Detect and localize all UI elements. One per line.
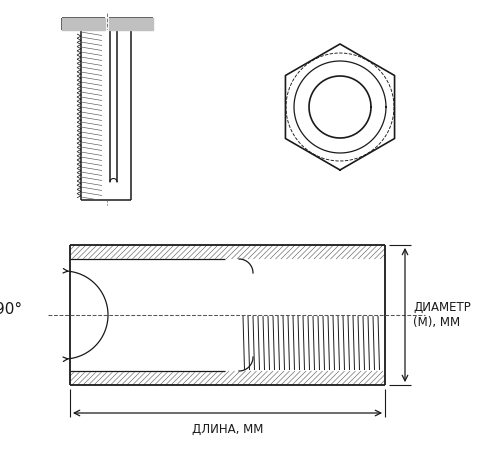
- Polygon shape: [225, 259, 385, 315]
- Polygon shape: [109, 18, 153, 30]
- Polygon shape: [70, 245, 385, 385]
- Polygon shape: [62, 18, 105, 30]
- Text: ДИАМЕТР
(М), ММ: ДИАМЕТР (М), ММ: [413, 301, 471, 329]
- Text: ДЛИНА, ММ: ДЛИНА, ММ: [192, 423, 263, 436]
- Polygon shape: [70, 259, 225, 371]
- Text: 90°: 90°: [0, 303, 22, 318]
- Polygon shape: [225, 315, 385, 371]
- Polygon shape: [81, 30, 131, 200]
